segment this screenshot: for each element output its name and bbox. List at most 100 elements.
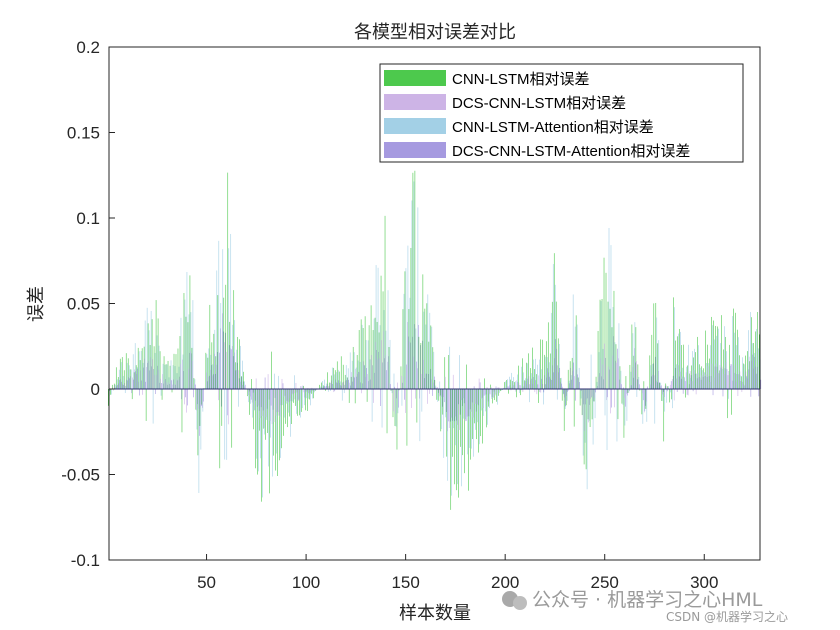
bar <box>654 389 656 424</box>
bar <box>721 366 723 389</box>
bar <box>280 389 281 458</box>
bar <box>584 389 585 432</box>
bar <box>280 389 282 406</box>
bar <box>668 386 670 389</box>
bar <box>748 330 749 389</box>
bar <box>717 326 718 389</box>
bar <box>608 227 610 389</box>
bar <box>571 357 573 389</box>
bar <box>159 382 160 389</box>
bar <box>426 303 428 389</box>
bar <box>752 343 753 389</box>
bar <box>604 343 605 389</box>
bar <box>602 364 603 389</box>
bar <box>486 387 488 389</box>
bar <box>637 364 639 389</box>
y-tick-label: 0.1 <box>76 209 100 228</box>
bar <box>302 389 303 409</box>
bar <box>271 351 272 389</box>
bar <box>327 383 329 389</box>
bar <box>622 389 624 405</box>
bar <box>562 386 564 389</box>
bar <box>137 368 138 389</box>
bar <box>710 376 712 389</box>
bar <box>402 309 404 389</box>
bar <box>676 364 677 389</box>
bar <box>623 389 625 438</box>
bar <box>518 382 520 389</box>
bar <box>242 360 243 389</box>
bar <box>753 343 754 389</box>
bar <box>119 358 121 389</box>
bar <box>474 389 475 424</box>
bar <box>580 389 582 399</box>
bar <box>285 389 286 424</box>
bar <box>168 377 170 389</box>
bar <box>220 389 222 407</box>
bar <box>697 336 698 389</box>
bar <box>391 389 393 394</box>
y-tick-label: -0.1 <box>71 551 100 570</box>
bar <box>490 387 492 389</box>
bar <box>545 384 547 389</box>
bar <box>258 389 259 472</box>
bar <box>144 320 146 389</box>
bar <box>365 340 367 389</box>
x-axis-label: 样本数量 <box>399 603 471 624</box>
bar <box>574 326 576 389</box>
bar <box>131 389 133 400</box>
bar <box>558 372 560 389</box>
bar <box>134 369 135 389</box>
bar <box>750 312 751 389</box>
bar <box>569 361 571 389</box>
bar <box>267 389 268 433</box>
bar <box>723 373 725 389</box>
bar <box>609 308 611 389</box>
bar <box>272 389 274 410</box>
bar <box>434 379 436 389</box>
bar <box>282 389 283 406</box>
bar <box>431 326 433 389</box>
bar <box>202 389 204 412</box>
bar <box>525 378 526 389</box>
bar <box>471 389 472 449</box>
bar <box>727 375 729 389</box>
bar <box>673 389 675 401</box>
bar <box>715 325 716 389</box>
bar <box>525 380 527 389</box>
bar <box>281 389 282 449</box>
bar <box>687 389 689 396</box>
bar <box>459 355 460 389</box>
bar <box>193 378 195 389</box>
bar <box>724 368 726 389</box>
bar <box>360 382 361 389</box>
bar <box>585 389 587 470</box>
bar <box>214 353 215 389</box>
bar <box>577 377 579 389</box>
bar <box>688 384 690 389</box>
bar <box>605 272 607 389</box>
bar <box>263 389 264 429</box>
bar <box>661 389 663 395</box>
bar <box>734 332 735 389</box>
bar <box>480 389 481 437</box>
bar <box>450 389 452 418</box>
bar <box>622 389 623 393</box>
bar <box>342 382 344 389</box>
bar <box>618 358 619 389</box>
bar <box>310 389 311 406</box>
bar <box>652 363 654 389</box>
bar <box>357 360 359 389</box>
bar <box>588 389 589 423</box>
bar <box>232 356 234 389</box>
bar <box>466 389 468 417</box>
bar <box>304 389 305 406</box>
bar <box>392 389 394 418</box>
bar <box>250 389 252 400</box>
bar <box>684 376 685 389</box>
bar <box>260 389 262 408</box>
bar <box>698 345 699 389</box>
bar <box>467 389 469 417</box>
bar <box>161 389 163 400</box>
bar <box>611 327 613 389</box>
